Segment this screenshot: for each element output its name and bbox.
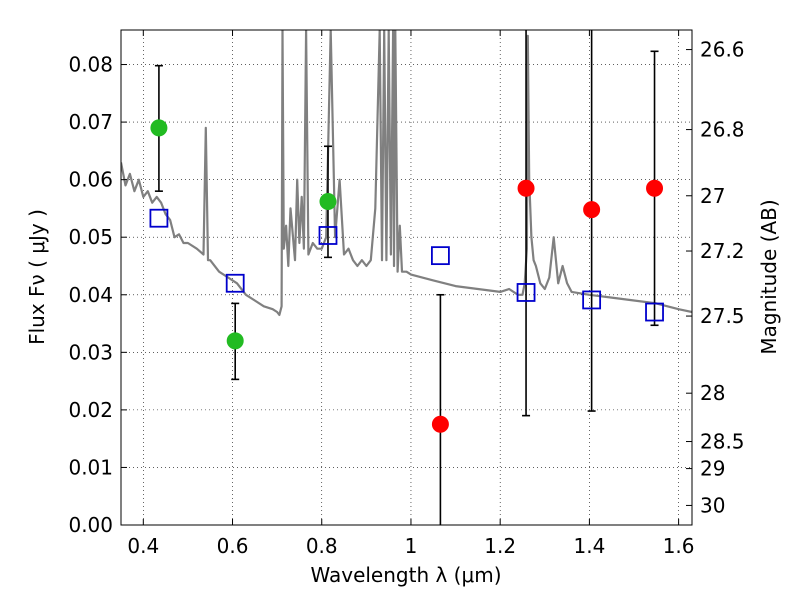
right-tick-label: 27.5 — [700, 304, 745, 328]
right-axis-label: Magnitude (AB) — [757, 199, 781, 354]
x-tick-label: 1.2 — [484, 534, 516, 558]
y-axis-label: Flux Fν ( μJy ) — [25, 209, 49, 345]
y-tick-label: 0.04 — [68, 283, 113, 307]
y-tick-label: 0.03 — [68, 340, 113, 364]
ticks: 0.4 0.6 0.8 1 1.2 1.4 1.6 0.00 0.01 0.02 0.03 0.04 0… — [68, 30, 745, 558]
data-point — [431, 415, 449, 433]
plot-area — [121, 30, 692, 525]
x-axis-label: Wavelength λ (μm) — [310, 563, 501, 587]
y-tick-label: 0.05 — [68, 225, 113, 249]
grid — [121, 30, 692, 526]
y-tick-label: 0.01 — [68, 455, 113, 479]
right-tick-label: 28.5 — [700, 430, 745, 454]
y-tick-label: 0.06 — [68, 168, 113, 192]
data-point — [517, 179, 535, 197]
x-tick-label: 0.6 — [217, 534, 249, 558]
model-spectrum-line — [121, 30, 692, 316]
x-tick-label: 0.8 — [306, 534, 338, 558]
x-tick-label: 1 — [405, 534, 418, 558]
model-point — [431, 246, 450, 266]
y-tick-label: 0.02 — [68, 398, 113, 422]
data-point — [646, 179, 664, 197]
model-point — [225, 273, 245, 293]
right-tick-label: 27 — [700, 184, 725, 208]
y-tick-label: 0.08 — [68, 53, 113, 77]
spectrum-layer — [121, 30, 692, 316]
x-tick-label: 0.4 — [127, 534, 159, 558]
model-point — [516, 283, 536, 302]
model-point — [149, 208, 169, 228]
model-point — [318, 226, 338, 245]
data-point — [150, 119, 168, 137]
right-tick-label: 26.6 — [700, 38, 745, 62]
right-tick-label: 30 — [700, 493, 725, 517]
model-point — [645, 302, 664, 322]
data-point — [226, 332, 244, 350]
right-tick-label: 26.8 — [700, 118, 745, 142]
data-point — [583, 201, 601, 219]
right-tick-label: 27.2 — [700, 239, 745, 263]
right-tick-label: 29 — [700, 457, 725, 481]
x-tick-label: 1.6 — [663, 534, 695, 558]
y-tick-label: 0.00 — [68, 513, 113, 537]
right-tick-label: 28 — [700, 381, 725, 405]
plot-frame — [120, 29, 693, 526]
data-point — [319, 193, 337, 211]
model-point — [582, 290, 602, 310]
x-tick-label: 1.4 — [573, 534, 605, 558]
y-tick-label: 0.07 — [68, 110, 113, 134]
markers — [149, 119, 664, 433]
